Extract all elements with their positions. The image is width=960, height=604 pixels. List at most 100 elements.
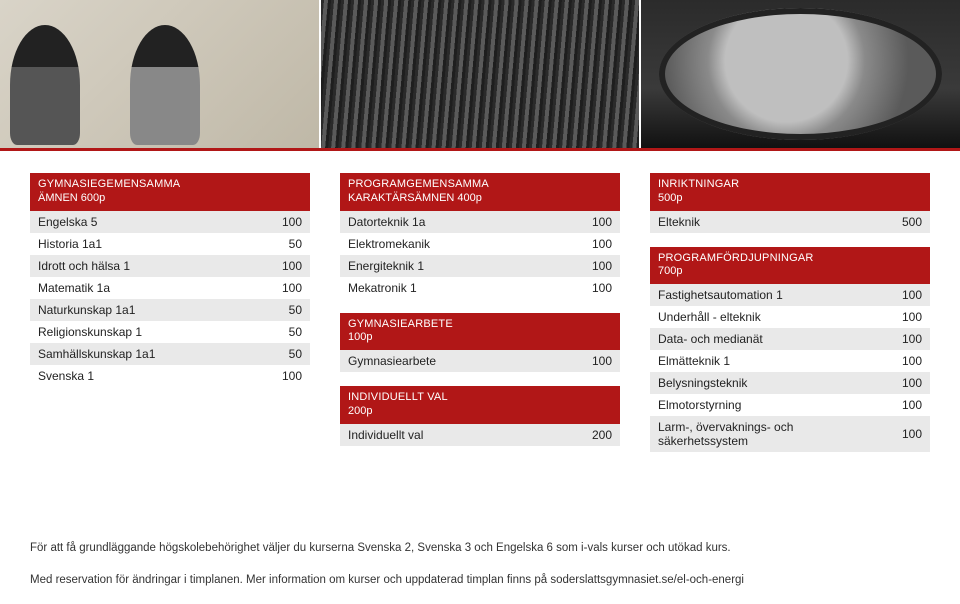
course-label: Samhällskunskap 1a1: [30, 343, 258, 365]
course-table: Fastighetsautomation 1100 Underhåll - el…: [650, 284, 930, 452]
course-label: Matematik 1a: [30, 277, 258, 299]
table-row: Idrott och hälsa 1100: [30, 255, 310, 277]
table-row: Datorteknik 1a100: [340, 211, 620, 233]
course-label: Elteknik: [650, 211, 878, 233]
course-label: Elektromekanik: [340, 233, 568, 255]
course-label: Energiteknik 1: [340, 255, 568, 277]
course-label: Naturkunskap 1a1: [30, 299, 258, 321]
course-value: 100: [258, 365, 310, 387]
course-value: 200: [568, 424, 620, 446]
course-value: 50: [258, 343, 310, 365]
course-label: Underhåll - elteknik: [650, 306, 878, 328]
section-subtitle: ÄMNEN 600p: [38, 192, 302, 206]
section-title: PROGRAMFÖRDJUPNINGAR: [658, 252, 922, 266]
course-label: Data- och medianät: [650, 328, 878, 350]
table-row: Belysningsteknik100: [650, 372, 930, 394]
course-value: 100: [258, 277, 310, 299]
section-title: INRIKTNINGAR: [658, 178, 922, 192]
columns: GYMNASIEGEMENSAMMA ÄMNEN 600p Engelska 5…: [30, 173, 930, 452]
course-value: 100: [878, 328, 930, 350]
course-label: Fastighetsautomation 1: [650, 284, 878, 306]
course-value: 500: [878, 211, 930, 233]
photo-magnifier: [639, 0, 960, 148]
section-header: INDIVIDUELLT VAL 200p: [340, 386, 620, 424]
course-value: 100: [568, 233, 620, 255]
course-label: Larm-, övervaknings- och säkerhetssystem: [650, 416, 878, 452]
course-label: Gymnasiearbete: [340, 350, 568, 372]
table-row: Mekatronik 1100: [340, 277, 620, 299]
course-value: 100: [878, 372, 930, 394]
table-row: Samhällskunskap 1a150: [30, 343, 310, 365]
table-row: Naturkunskap 1a150: [30, 299, 310, 321]
section-title: GYMNASIEGEMENSAMMA: [38, 178, 302, 192]
course-label: Svenska 1: [30, 365, 258, 387]
section-subtitle: 100p: [348, 331, 612, 345]
course-table: Gymnasiearbete100: [340, 350, 620, 372]
course-value: 50: [258, 321, 310, 343]
section-header: PROGRAMFÖRDJUPNINGAR 700p: [650, 247, 930, 285]
table-row: Matematik 1a100: [30, 277, 310, 299]
table-row: Data- och medianät100: [650, 328, 930, 350]
section-subtitle: 700p: [658, 265, 922, 279]
column-3: INRIKTNINGAR 500p Elteknik500 PROGRAMFÖR…: [650, 173, 930, 452]
table-row: Gymnasiearbete100: [340, 350, 620, 372]
table-row: Svenska 1100: [30, 365, 310, 387]
table-row: Elektromekanik100: [340, 233, 620, 255]
course-value: 100: [568, 255, 620, 277]
table-row: Individuellt val200: [340, 424, 620, 446]
table-row: Elteknik500: [650, 211, 930, 233]
course-table: Elteknik500: [650, 211, 930, 233]
section-header: GYMNASIEGEMENSAMMA ÄMNEN 600p: [30, 173, 310, 211]
course-value: 50: [258, 233, 310, 255]
table-row: Elmätteknik 1100: [650, 350, 930, 372]
course-label: Belysningsteknik: [650, 372, 878, 394]
course-label: Religionskunskap 1: [30, 321, 258, 343]
course-value: 100: [568, 277, 620, 299]
table-row: Energiteknik 1100: [340, 255, 620, 277]
image-strip: [0, 0, 960, 148]
course-label: Idrott och hälsa 1: [30, 255, 258, 277]
course-label: Historia 1a1: [30, 233, 258, 255]
table-row: Religionskunskap 150: [30, 321, 310, 343]
course-value: 100: [568, 350, 620, 372]
course-table: Individuellt val200: [340, 424, 620, 446]
table-row: Engelska 5100: [30, 211, 310, 233]
photo-cables: [319, 0, 640, 148]
table-row: Fastighetsautomation 1100: [650, 284, 930, 306]
section-subtitle: 200p: [348, 405, 612, 419]
section-header: GYMNASIEARBETE 100p: [340, 313, 620, 351]
course-table: Datorteknik 1a100 Elektromekanik100 Ener…: [340, 211, 620, 299]
photo-students: [0, 0, 319, 148]
course-value: 100: [878, 394, 930, 416]
table-row: Underhåll - elteknik100: [650, 306, 930, 328]
table-row: Historia 1a150: [30, 233, 310, 255]
course-value: 100: [258, 255, 310, 277]
course-label: Elmätteknik 1: [650, 350, 878, 372]
course-label: Elmotorstyrning: [650, 394, 878, 416]
course-label: Mekatronik 1: [340, 277, 568, 299]
table-row: Elmotorstyrning100: [650, 394, 930, 416]
column-1: GYMNASIEGEMENSAMMA ÄMNEN 600p Engelska 5…: [30, 173, 310, 387]
course-label: Datorteknik 1a: [340, 211, 568, 233]
section-title: INDIVIDUELLT VAL: [348, 391, 612, 405]
footnote-line-2: Med reservation för ändringar i timplane…: [30, 572, 930, 590]
course-label: Engelska 5: [30, 211, 258, 233]
table-row: Larm-, övervaknings- och säkerhetssystem…: [650, 416, 930, 452]
section-title: PROGRAMGEMENSAMMA: [348, 178, 612, 192]
column-2: PROGRAMGEMENSAMMA KARAKTÄRSÄMNEN 400p Da…: [340, 173, 620, 446]
course-label: Individuellt val: [340, 424, 568, 446]
course-value: 100: [878, 416, 930, 452]
section-header: PROGRAMGEMENSAMMA KARAKTÄRSÄMNEN 400p: [340, 173, 620, 211]
course-value: 100: [568, 211, 620, 233]
section-subtitle: KARAKTÄRSÄMNEN 400p: [348, 192, 612, 206]
course-value: 100: [878, 350, 930, 372]
course-value: 100: [878, 306, 930, 328]
footnotes: För att få grundläggande högskolebehörig…: [30, 514, 930, 590]
content-area: GYMNASIEGEMENSAMMA ÄMNEN 600p Engelska 5…: [0, 151, 960, 604]
course-value: 100: [878, 284, 930, 306]
course-value: 50: [258, 299, 310, 321]
section-title: GYMNASIEARBETE: [348, 318, 612, 332]
section-header: INRIKTNINGAR 500p: [650, 173, 930, 211]
course-table: Engelska 5100 Historia 1a150 Idrott och …: [30, 211, 310, 387]
footnote-line-1: För att få grundläggande högskolebehörig…: [30, 540, 930, 558]
